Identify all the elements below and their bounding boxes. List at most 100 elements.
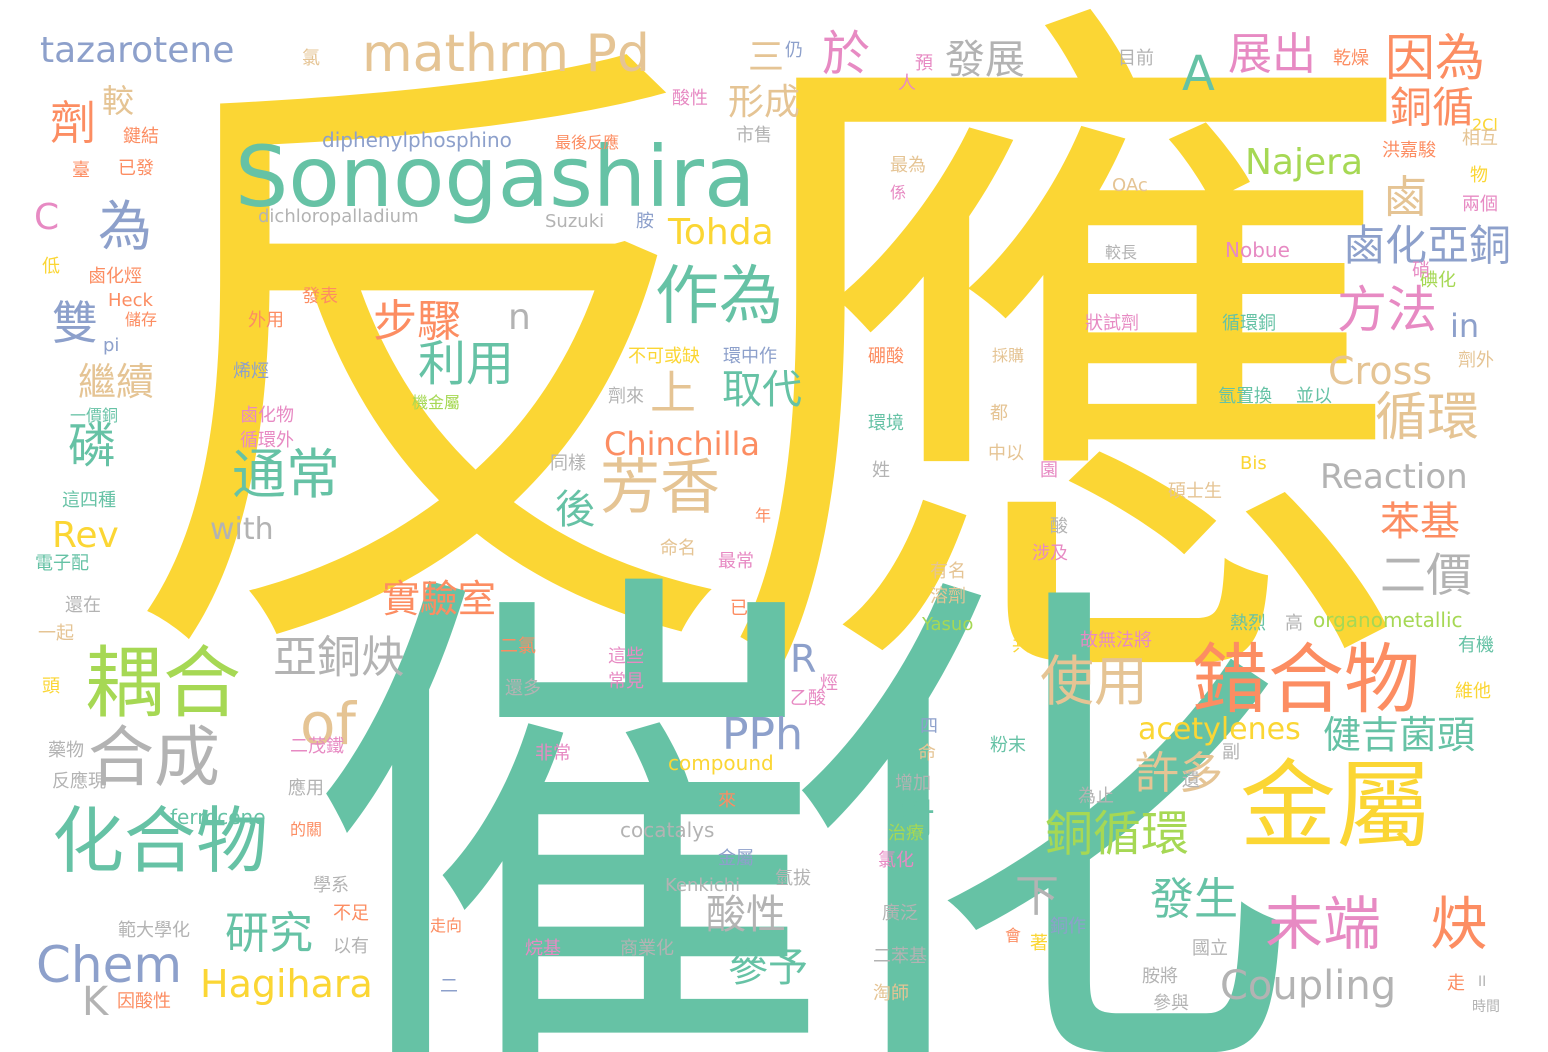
word-92: 乾燥 xyxy=(1333,48,1369,69)
word-15: Chem xyxy=(36,936,183,994)
word-188: 商業化 xyxy=(620,938,674,959)
word-177: 氫拔 xyxy=(775,868,811,889)
word-86: 2Cl xyxy=(1472,115,1498,134)
word-66: 對 xyxy=(895,797,935,843)
word-23: Coupling xyxy=(1220,963,1397,1009)
word-84: Heck xyxy=(108,290,153,311)
word-105: 胺 xyxy=(636,211,654,232)
word-122: 鹵化物 xyxy=(240,405,294,426)
word-143: 溶劑 xyxy=(930,586,966,607)
word-184: 銅作 xyxy=(1050,916,1086,937)
word-133: 園 xyxy=(1040,460,1058,481)
word-13: 炔 xyxy=(1430,890,1489,958)
word-6: tazarotene xyxy=(40,30,235,71)
word-93: 酸性 xyxy=(672,88,708,109)
word-145: 高 xyxy=(1285,613,1303,634)
word-128: 都 xyxy=(990,403,1008,424)
word-139: 最常 xyxy=(718,551,754,572)
word-136: 年 xyxy=(755,506,772,525)
word-181: 廣泛 xyxy=(882,903,918,924)
word-24: 銅循環 xyxy=(1045,806,1190,862)
word-104: 最為 xyxy=(890,155,926,176)
word-12: 末端 xyxy=(1265,890,1382,958)
word-186: 國立 xyxy=(1192,938,1228,959)
word-68: acetylenes xyxy=(1138,712,1301,747)
word-162: 四 xyxy=(920,716,938,737)
word-79: cocatalys xyxy=(620,818,715,842)
word-25: 使用 xyxy=(1040,650,1148,713)
word-169: 為止 xyxy=(1078,786,1114,807)
word-38: 劑 xyxy=(50,96,96,150)
word-54: 研究 xyxy=(225,908,313,959)
word-141: 涉及 xyxy=(1032,543,1068,564)
word-171: 來 xyxy=(718,790,736,811)
word-91: 目前 xyxy=(1118,48,1154,69)
word-116: 採購 xyxy=(992,346,1025,365)
word-135: 這四種 xyxy=(62,490,116,511)
word-154: 有機 xyxy=(1458,635,1494,656)
word-77: compound xyxy=(668,751,774,775)
word-67: 後 xyxy=(555,487,595,533)
word-22: Reaction xyxy=(1320,457,1468,497)
word-36: 形成 xyxy=(728,82,801,123)
word-87: 氯 xyxy=(302,48,320,69)
word-176: 金屬 xyxy=(718,848,754,869)
word-140: 酸 xyxy=(1050,516,1068,537)
word-89: 預 xyxy=(915,53,933,74)
word-59: R xyxy=(790,637,817,681)
word-165: 反應現 xyxy=(52,771,106,792)
word-70: with xyxy=(210,512,274,547)
word-175: 不足 xyxy=(333,903,369,924)
word-191: 二 xyxy=(440,976,458,997)
word-190: 因酸性 xyxy=(117,991,171,1012)
word-192: 淘師 xyxy=(873,983,909,1004)
word-153: 常見 xyxy=(608,671,644,692)
word-80: Kenkichi xyxy=(665,875,741,896)
word-5: mathrm Pd xyxy=(362,24,650,84)
word-195: II xyxy=(1478,974,1487,990)
word-119: 劑外 xyxy=(1458,350,1494,371)
word-40: Tohda xyxy=(668,212,774,253)
word-197: 命 xyxy=(918,743,936,764)
word-19: 通常 xyxy=(232,443,340,506)
word-35: 三 xyxy=(748,37,785,78)
word-16: 作為 xyxy=(655,260,783,334)
word-48: n xyxy=(508,297,531,338)
word-10: 金屬 xyxy=(1240,750,1432,862)
word-1: 應 xyxy=(720,0,1420,777)
word-21: 循環 xyxy=(1375,388,1480,448)
word-73: dichloropalladium xyxy=(258,206,419,227)
word-69: 銅循 xyxy=(1390,83,1475,132)
word-18: 芳香 xyxy=(600,453,720,523)
word-159: 維他 xyxy=(1455,681,1491,702)
word-52: 繼續 xyxy=(78,360,155,404)
word-146: 已 xyxy=(730,598,748,619)
word-117: 不可或缺 xyxy=(628,346,700,367)
word-82: Bis xyxy=(1240,453,1267,474)
word-107: 低 xyxy=(42,256,60,277)
word-47: 利用 xyxy=(418,336,515,392)
word-158: 烴 xyxy=(820,673,838,694)
word-51: 磷 xyxy=(68,418,117,474)
word-102: 兩個 xyxy=(1462,194,1498,215)
word-111: 外用 xyxy=(248,310,284,331)
word-137: 電子配 xyxy=(35,553,89,574)
word-179: 以有 xyxy=(333,936,369,957)
word-94: 市售 xyxy=(736,125,772,146)
word-173: 氯化 xyxy=(878,850,914,871)
word-110: 發表 xyxy=(302,286,338,307)
word-170: 的關 xyxy=(290,820,323,839)
word-168: 副 xyxy=(1222,742,1240,763)
word-49: 取代 xyxy=(722,367,802,413)
word-142: 有名 xyxy=(930,561,966,582)
word-97: 已發 xyxy=(118,158,154,179)
word-178: 範大學化 xyxy=(118,920,190,941)
word-130: 同樣 xyxy=(550,453,586,474)
word-62: 發生 xyxy=(1150,874,1238,925)
word-34: 發展 xyxy=(945,37,1025,83)
word-17: 上 xyxy=(650,366,696,420)
word-134: 碩士生 xyxy=(1168,481,1222,502)
word-172: 治療 xyxy=(888,823,924,844)
word-8: 合成 xyxy=(88,719,220,796)
word-113: 循環銅 xyxy=(1222,313,1276,334)
